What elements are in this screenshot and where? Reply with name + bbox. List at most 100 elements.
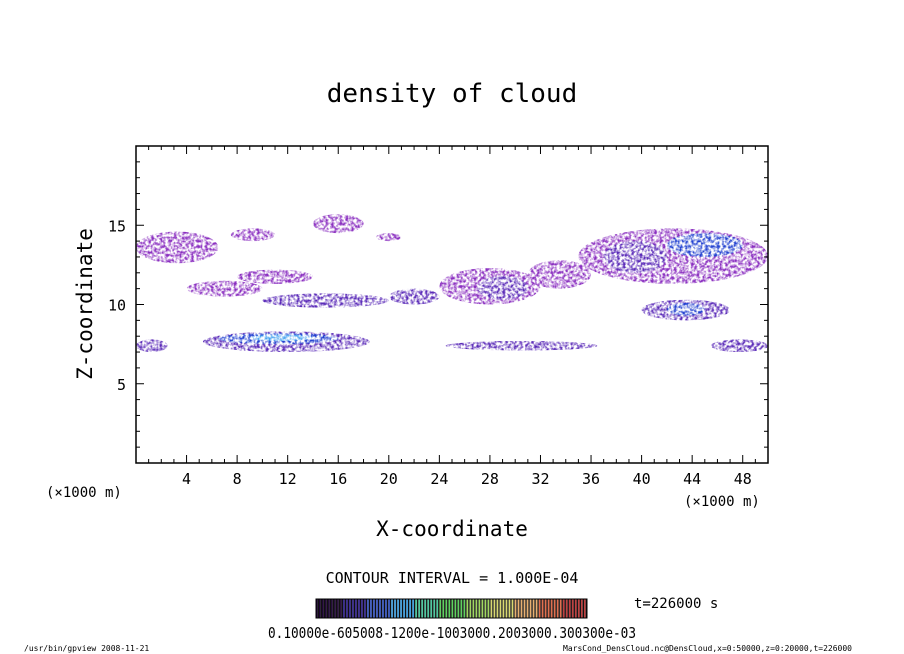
colorbar-cell: [406, 599, 408, 618]
colorbar-cell: [505, 599, 508, 618]
colorbar-cell: [319, 599, 321, 618]
colorbar-cell: [577, 599, 580, 618]
cloud-region-17: [666, 233, 743, 257]
colorbar-separator: [531, 599, 533, 618]
colorbar-cell: [403, 599, 405, 618]
colorbar-separator: [392, 599, 395, 618]
x-tick-label: 48: [734, 470, 752, 488]
colorbar-cell: [520, 599, 523, 618]
colorbar-separator: [441, 599, 443, 618]
y-unit-label: (×1000 m): [46, 485, 122, 501]
colorbar-cell: [418, 599, 421, 618]
colorbar-separator: [350, 599, 353, 618]
x-tick-label: 12: [279, 470, 297, 488]
colorbar-separator: [365, 599, 368, 618]
y-tick-label: 15: [108, 217, 126, 235]
colorbar-cell: [400, 599, 402, 618]
cloud-region-21: [711, 339, 768, 353]
colorbar-cell: [478, 599, 481, 618]
time-label: t=226000 s: [634, 596, 718, 612]
cloud-region-1: [230, 228, 276, 242]
colorbar-separator: [498, 599, 500, 618]
colorbar-cell: [376, 599, 378, 618]
colorbar-cell: [499, 599, 502, 618]
colorbar-cell: [541, 599, 544, 618]
colorbar-cell: [559, 599, 562, 618]
colorbar-separator: [453, 599, 455, 618]
x-tick-labels: 4 8 12 16 20 24 28 32 36 40 44 48: [182, 470, 752, 488]
colorbar-separator: [582, 599, 584, 618]
colorbar-separator: [417, 599, 419, 618]
colorbar-separator: [504, 599, 506, 618]
colorbar-cell: [331, 599, 333, 618]
colorbar-separator: [549, 599, 551, 618]
y-tick-label: 5: [117, 376, 126, 394]
colorbar-cell: [343, 599, 345, 618]
footer-left: /usr/bin/gpview 2008-11-21: [24, 644, 149, 653]
colorbar-separator: [567, 599, 569, 618]
colorbar-separator: [398, 599, 401, 618]
colorbar-separator: [353, 599, 356, 618]
colorbar-cell: [514, 599, 517, 618]
colorbar-cell: [517, 599, 520, 618]
x-tick-label: 36: [582, 470, 600, 488]
cloud-region-11: [388, 288, 440, 305]
colorbar-cell: [490, 599, 493, 618]
colorbar-cell: [316, 599, 318, 618]
colorbar-separator: [471, 599, 473, 618]
x-unit-label: (×1000 m): [684, 494, 760, 510]
y-tick-labels: 5 10 15: [108, 217, 126, 394]
colorbar-cell: [373, 599, 375, 618]
colorbar-separator: [362, 599, 365, 618]
cloud-region-2: [312, 214, 364, 234]
colorbar-cell: [334, 599, 336, 618]
colorbar-separator: [534, 599, 536, 618]
x-tick-label: 24: [430, 470, 448, 488]
colorbar-cell: [502, 599, 505, 618]
colorbar-separator: [483, 599, 485, 618]
colorbar-cell: [442, 599, 445, 618]
colorbar-separator: [561, 599, 563, 618]
x-tick-label: 44: [683, 470, 701, 488]
colorbar-cell: [367, 599, 369, 618]
colorbar-cell: [580, 599, 583, 618]
colorbar-cell: [544, 599, 547, 618]
y-tick-label: 10: [108, 297, 126, 315]
colorbar-separator: [555, 599, 557, 618]
colorbar-separator: [546, 599, 548, 618]
colorbar-cell: [388, 599, 390, 618]
colorbar-cell: [433, 599, 436, 618]
colorbar-separator: [338, 599, 341, 618]
colorbar-cell: [460, 599, 463, 618]
colorbar-cell: [493, 599, 496, 618]
colorbar-separator: [477, 599, 479, 618]
x-tick-label: 8: [233, 470, 242, 488]
colorbar-cell: [412, 599, 415, 618]
colorbar-separator: [411, 599, 413, 618]
colorbar-separator: [579, 599, 581, 618]
colorbar-separator: [407, 599, 410, 618]
cloud-region-19: [666, 302, 705, 316]
cloud-region-4: [136, 339, 168, 353]
y-axis-ticks: [136, 161, 768, 448]
colorbar-separator: [335, 599, 338, 618]
colorbar-cell: [436, 599, 439, 618]
colorbar-cell: [340, 599, 342, 618]
colorbar-separator: [320, 599, 323, 618]
colorbar-separator: [558, 599, 560, 618]
colorbar-cell: [466, 599, 469, 618]
cloud-region-8: [186, 280, 263, 297]
colorbar-cell: [457, 599, 460, 618]
contour-interval-label: CONTOUR INTERVAL = 1.000E-04: [326, 569, 579, 587]
colorbar-separator: [465, 599, 467, 618]
colorbar-separator: [564, 599, 566, 618]
colorbar-separator: [347, 599, 350, 618]
colorbar-separator: [341, 599, 344, 618]
y-axis-label: Z-coordinate: [73, 228, 97, 380]
colorbar-cell: [325, 599, 327, 618]
colorbar-separator: [356, 599, 359, 618]
colorbar-separator: [323, 599, 326, 618]
colorbar-separator: [374, 599, 377, 618]
colorbar-cell: [364, 599, 366, 618]
colorbar-cell: [394, 599, 396, 618]
